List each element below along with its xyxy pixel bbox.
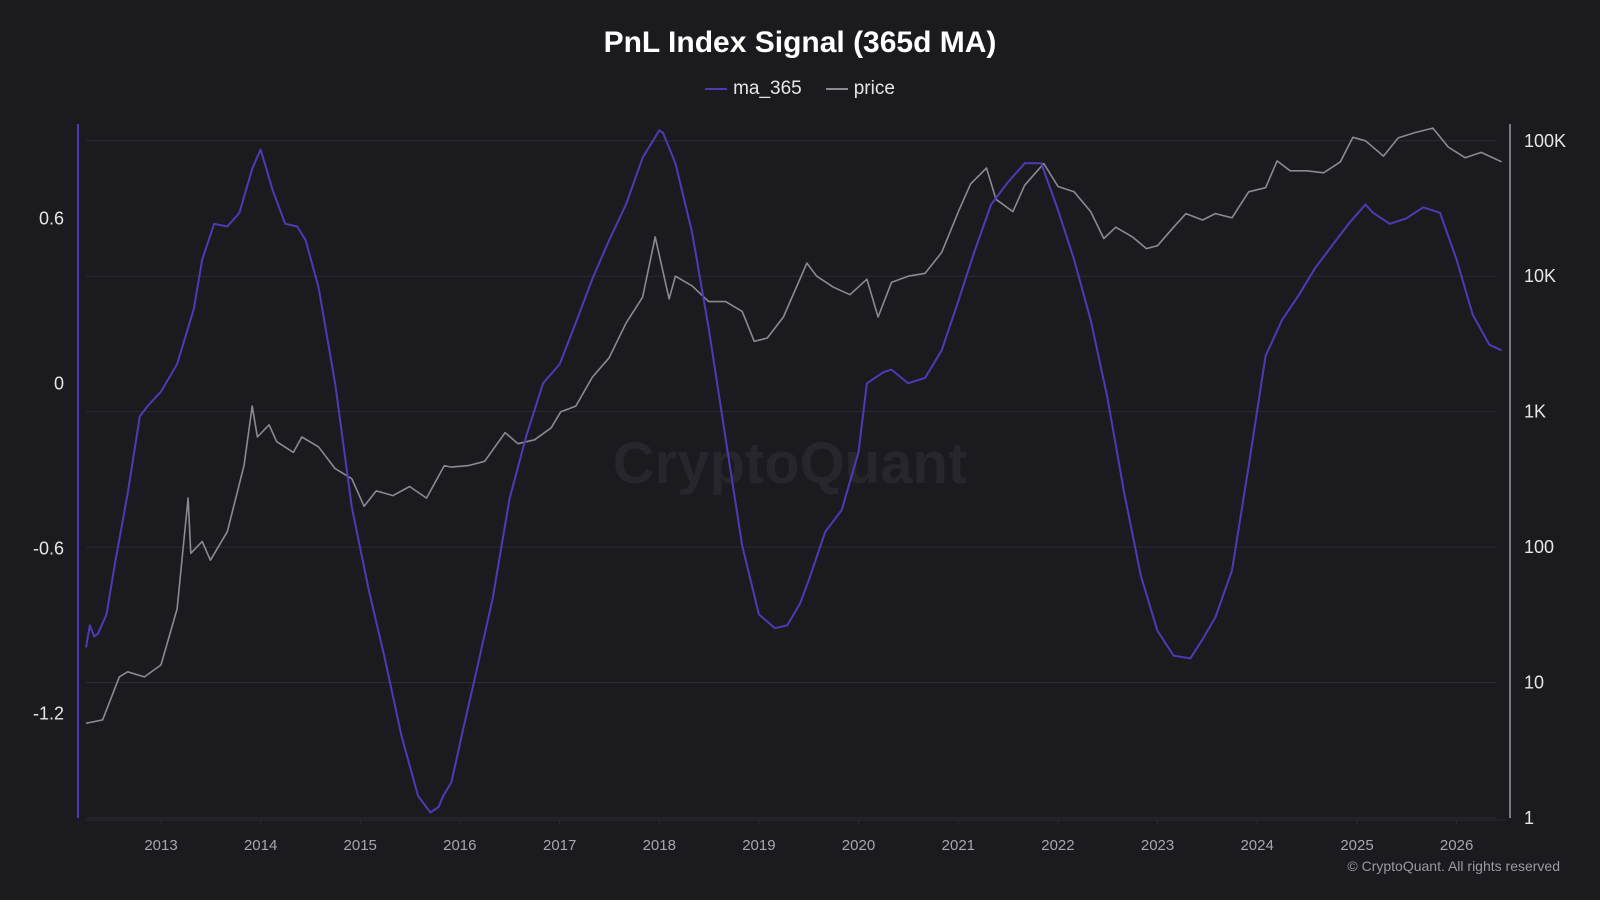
series-line-ma365: [85, 129, 1503, 814]
legend-item-ma365[interactable]: ma_365: [705, 78, 802, 100]
x-tick-label: 2015: [344, 837, 377, 854]
y-right-tick-label: 100: [1524, 537, 1554, 557]
x-tick-label: 2016: [443, 837, 476, 854]
watermark: CryptoQuant: [612, 431, 968, 496]
axis-layer: [77, 124, 1511, 825]
legend-swatch-ma365: [705, 88, 728, 90]
tick-layer: 0.6 0 -0.6 -1.2 100K 10K 1K 100 10 1 2013 2014 2015 2…: [33, 131, 1566, 854]
legend-swatch-price: [825, 88, 848, 90]
y-right-tick-label: 10: [1524, 673, 1544, 693]
y-right-tick-label: 100K: [1524, 131, 1566, 151]
x-tick-label: 2013: [144, 837, 177, 854]
y-left-tick-label: -0.6: [33, 538, 64, 558]
legend-item-price[interactable]: price: [825, 78, 895, 100]
x-tick-label: 2020: [842, 837, 875, 854]
y-right-tick-label: 1: [1524, 808, 1534, 828]
series-line-price: [85, 127, 1502, 725]
y-left-tick-label: 0.6: [39, 208, 64, 228]
x-tick-label: 2022: [1041, 837, 1074, 854]
x-tick-label: 2026: [1440, 837, 1473, 854]
x-tick-label: 2023: [1141, 837, 1174, 854]
y-right-tick-label: 10K: [1524, 266, 1556, 286]
chart-title: PnL Index Signal (365d MA): [603, 26, 997, 59]
legend-label-price: price: [853, 78, 895, 99]
x-tick-label: 2025: [1340, 837, 1373, 854]
x-tick-label: 2019: [742, 837, 775, 854]
copyright-notice: © CryptoQuant. All rights reserved: [1347, 858, 1560, 874]
x-tick-label: 2018: [643, 837, 676, 854]
y-left-tick-label: 0: [54, 373, 64, 393]
grid-layer: [86, 140, 1496, 819]
legend-label-ma365: ma_365: [733, 78, 802, 99]
chart-legend: ma_365 price: [0, 78, 1600, 100]
y-right-tick-label: 1K: [1524, 402, 1546, 422]
x-tick-label: 2014: [244, 837, 277, 854]
y-left-tick-label: -1.2: [33, 703, 64, 723]
x-tick-label: 2021: [942, 837, 975, 854]
x-tick-label: 2024: [1240, 837, 1273, 854]
x-tick-label: 2017: [543, 837, 576, 854]
series-layer: [85, 127, 1503, 814]
